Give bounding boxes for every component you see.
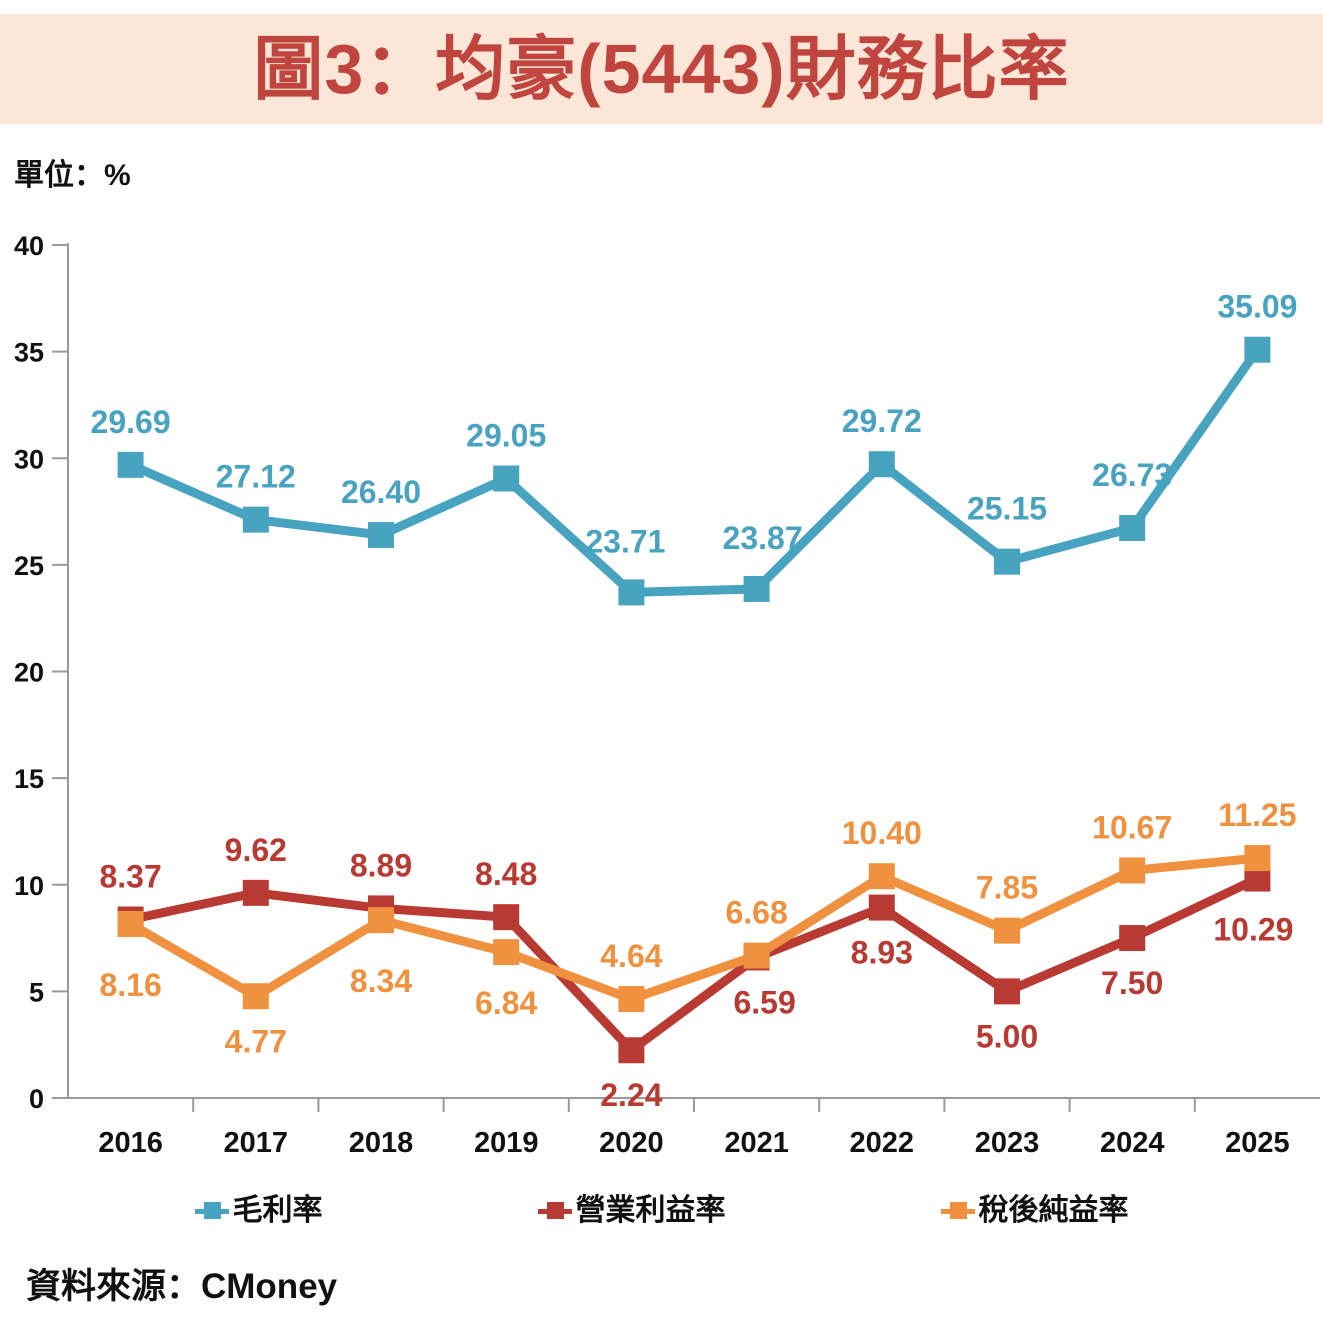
x-axis-category-label: 2020 [599, 1127, 664, 1159]
data-label-3: 7.85 [976, 870, 1038, 906]
data-label-2: 6.59 [733, 984, 795, 1020]
legend-item-operating-margin[interactable]: 營業利益率 [537, 1194, 726, 1227]
series-marker-1 [743, 575, 770, 602]
series-marker-1 [994, 548, 1020, 575]
data-label-2: 5.00 [976, 1018, 1038, 1054]
chart-legend: 毛利率 營業利益率 稅後純益率 [0, 1188, 1323, 1234]
data-label-1: 29.69 [91, 404, 171, 440]
x-axis-category-label: 2024 [1100, 1127, 1165, 1159]
legend-label-operating-margin: 營業利益率 [575, 1194, 726, 1227]
legend-item-net-margin[interactable]: 稅後純益率 [940, 1194, 1129, 1227]
series-marker-1 [117, 451, 144, 478]
series-marker-3 [493, 939, 520, 966]
data-label-3: 6.68 [725, 895, 787, 931]
series-marker-2 [994, 978, 1020, 1005]
data-label-3: 10.67 [1092, 809, 1172, 845]
unit-label: 單位：% [14, 159, 131, 192]
legend-marker-operating-margin [537, 1200, 572, 1222]
data-label-1: 27.12 [216, 459, 296, 495]
data-label-1: 29.72 [842, 403, 922, 439]
y-axis-tick-label: 10 [14, 871, 44, 901]
legend-label-gross-margin: 毛利率 [232, 1194, 323, 1227]
data-label-2: 8.37 [99, 859, 161, 895]
y-axis-tick-label: 40 [14, 231, 44, 261]
data-label-2: 8.48 [475, 856, 537, 892]
series-marker-1 [868, 451, 895, 478]
data-label-3: 4.64 [600, 938, 662, 974]
data-label-1: 29.05 [466, 418, 546, 454]
data-label-3: 6.84 [475, 985, 537, 1021]
x-axis-category-label: 2017 [224, 1127, 289, 1159]
x-axis-category-label: 2016 [98, 1127, 163, 1159]
data-label-3: 4.77 [225, 1023, 287, 1059]
legend-label-net-margin: 稅後純益率 [978, 1194, 1129, 1227]
y-axis-tick-label: 25 [14, 551, 44, 581]
data-label-2: 10.29 [1213, 912, 1293, 948]
series-marker-2 [868, 894, 895, 921]
series-marker-3 [368, 907, 394, 934]
y-axis-tick-label: 20 [14, 658, 44, 688]
series-marker-3 [868, 863, 895, 890]
title-banner: 圖3：均豪(5443)財務比率 [0, 14, 1323, 124]
series-marker-1 [1119, 514, 1146, 541]
data-label-2: 2.24 [600, 1077, 662, 1113]
data-label-1: 35.09 [1217, 289, 1297, 325]
data-label-2: 9.62 [225, 832, 287, 868]
y-axis-tick-label: 35 [14, 338, 44, 368]
series-marker-3 [242, 983, 269, 1010]
series-marker-3 [618, 986, 645, 1013]
series-line-1 [128, 347, 1262, 597]
data-label-1: 23.71 [585, 523, 665, 559]
series-marker-3 [994, 917, 1020, 944]
y-axis-tick-label: 15 [14, 764, 44, 794]
y-axis-tick-label: 5 [29, 977, 44, 1007]
data-label-2: 8.89 [350, 847, 412, 883]
series-marker-2 [242, 879, 269, 906]
data-label-2: 8.93 [851, 935, 913, 971]
y-axis-tick-label: 0 [29, 1084, 44, 1114]
series-line-3 [128, 853, 1258, 1004]
series-marker-1 [493, 465, 520, 492]
data-label-3: 8.34 [350, 963, 412, 999]
data-label-3: 11.25 [1218, 797, 1296, 833]
series-marker-3 [743, 942, 770, 969]
series-marker-1 [618, 579, 645, 606]
series-marker-1 [368, 522, 394, 549]
series-marker-3 [1244, 845, 1271, 872]
x-axis-category-label: 2018 [349, 1127, 414, 1159]
series-marker-2 [618, 1037, 645, 1064]
legend-marker-gross-margin [194, 1200, 229, 1222]
x-axis-category-label: 2025 [1225, 1127, 1290, 1159]
data-label-1: 26.73 [1092, 457, 1172, 493]
x-axis-category-label: 2023 [975, 1127, 1040, 1159]
series-marker-3 [1119, 857, 1146, 884]
x-axis-category-label: 2019 [474, 1127, 539, 1159]
data-label-2: 7.50 [1101, 965, 1163, 1001]
series-marker-1 [242, 506, 269, 533]
series-marker-3 [117, 910, 144, 937]
data-label-3: 8.16 [99, 967, 161, 1003]
data-label-1: 25.15 [967, 491, 1047, 527]
legend-marker-net-margin [940, 1200, 975, 1222]
series-marker-2 [1119, 925, 1146, 952]
y-axis-tick-label: 30 [14, 444, 44, 474]
page-title: 圖3：均豪(5443)財務比率 [253, 30, 1070, 108]
x-axis-category-label: 2021 [724, 1127, 789, 1159]
series-marker-1 [1244, 336, 1271, 363]
legend-item-gross-margin[interactable]: 毛利率 [194, 1194, 323, 1227]
data-label-3: 10.40 [842, 815, 922, 851]
x-axis-category-label: 2022 [850, 1127, 915, 1159]
series-line-2 [129, 874, 1260, 1057]
data-label-1: 23.87 [723, 520, 803, 556]
data-label-1: 26.40 [341, 474, 421, 510]
series-marker-2 [493, 904, 520, 931]
source-note: 資料來源：CMoney [26, 1267, 338, 1306]
